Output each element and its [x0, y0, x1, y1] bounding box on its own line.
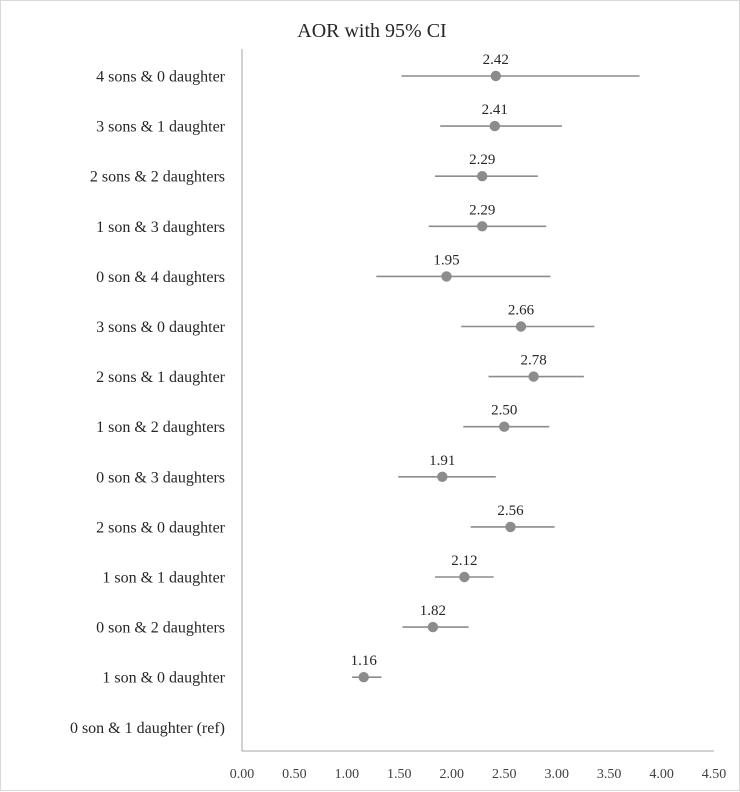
x-tick-label: 2.00: [440, 767, 465, 782]
aor-point: [427, 621, 439, 633]
category-label: 2 sons & 1 daughter: [96, 369, 226, 386]
category-labels: 4 sons & 0 daughter 3 sons & 1 daughter 2 …: [70, 69, 226, 737]
x-tick-label: 1.50: [387, 767, 412, 782]
x-tick-label: 3.00: [544, 767, 569, 782]
aor-point: [459, 571, 470, 583]
category-label: 0 son & 2 daughters: [96, 620, 225, 637]
x-tick-label: 2.50: [492, 767, 517, 782]
category-label: 3 sons & 1 daughter: [96, 119, 226, 136]
aor-value-label: 2.29: [469, 152, 495, 168]
estimates: 2.42 2.41 2.29 2.29 1.95 2.66 2.78 2.50 1.91 2.56…: [351, 52, 640, 683]
category-label: 1 son & 2 daughters: [96, 419, 225, 436]
aor-value-label: 2.50: [491, 403, 517, 419]
x-tick-label: 4.00: [649, 767, 674, 782]
aor-point: [528, 371, 539, 382]
aor-point: [490, 70, 501, 82]
aor-point: [477, 171, 488, 182]
aor-point: [515, 321, 527, 332]
category-label: 2 sons & 2 daughters: [90, 169, 225, 186]
aor-point: [505, 521, 516, 533]
aor-point: [477, 221, 488, 232]
x-tick-label: 0.00: [230, 767, 255, 782]
chart-title: AOR with 95% CI: [297, 20, 446, 42]
aor-value-label: 2.66: [508, 303, 535, 319]
x-tick-label: 0.50: [282, 767, 307, 782]
category-label: 4 sons & 0 daughter: [96, 69, 226, 86]
aor-value-label: 1.82: [420, 603, 446, 619]
category-label: 1 son & 1 daughter: [102, 570, 225, 587]
x-tick-label: 1.00: [335, 767, 360, 782]
aor-value-label: 1.91: [429, 453, 455, 469]
aor-value-label: 2.29: [469, 202, 495, 218]
aor-point: [441, 271, 452, 282]
category-label: 1 son & 0 daughter: [102, 670, 225, 687]
category-label: 0 son & 4 daughters: [96, 269, 225, 286]
aor-value-label: 2.41: [482, 102, 508, 118]
aor-value-label: 2.56: [497, 503, 524, 519]
aor-point: [499, 421, 510, 432]
aor-point: [489, 120, 500, 132]
category-label: 2 sons & 0 daughter: [96, 519, 226, 536]
category-label: 3 sons & 0 daughter: [96, 319, 226, 336]
category-label: 0 son & 1 daughter (ref): [70, 720, 225, 737]
category-label: 0 son & 3 daughters: [96, 469, 225, 486]
aor-value-label: 2.42: [483, 52, 509, 68]
aor-point: [437, 471, 448, 482]
aor-value-label: 1.95: [433, 252, 459, 268]
aor-point: [358, 672, 369, 683]
aor-value-label: 2.78: [520, 353, 546, 369]
aor-value-label: 1.16: [351, 653, 378, 669]
x-tick-label: 3.50: [597, 767, 622, 782]
aor-value-label: 2.12: [451, 553, 477, 569]
category-label: 1 son & 3 daughters: [96, 219, 225, 236]
x-tick-labels: 0.00 0.50 1.00 1.50 2.00 2.50 3.00 3.50 4.00 4.50: [230, 767, 727, 782]
x-tick-label: 4.50: [702, 767, 727, 782]
